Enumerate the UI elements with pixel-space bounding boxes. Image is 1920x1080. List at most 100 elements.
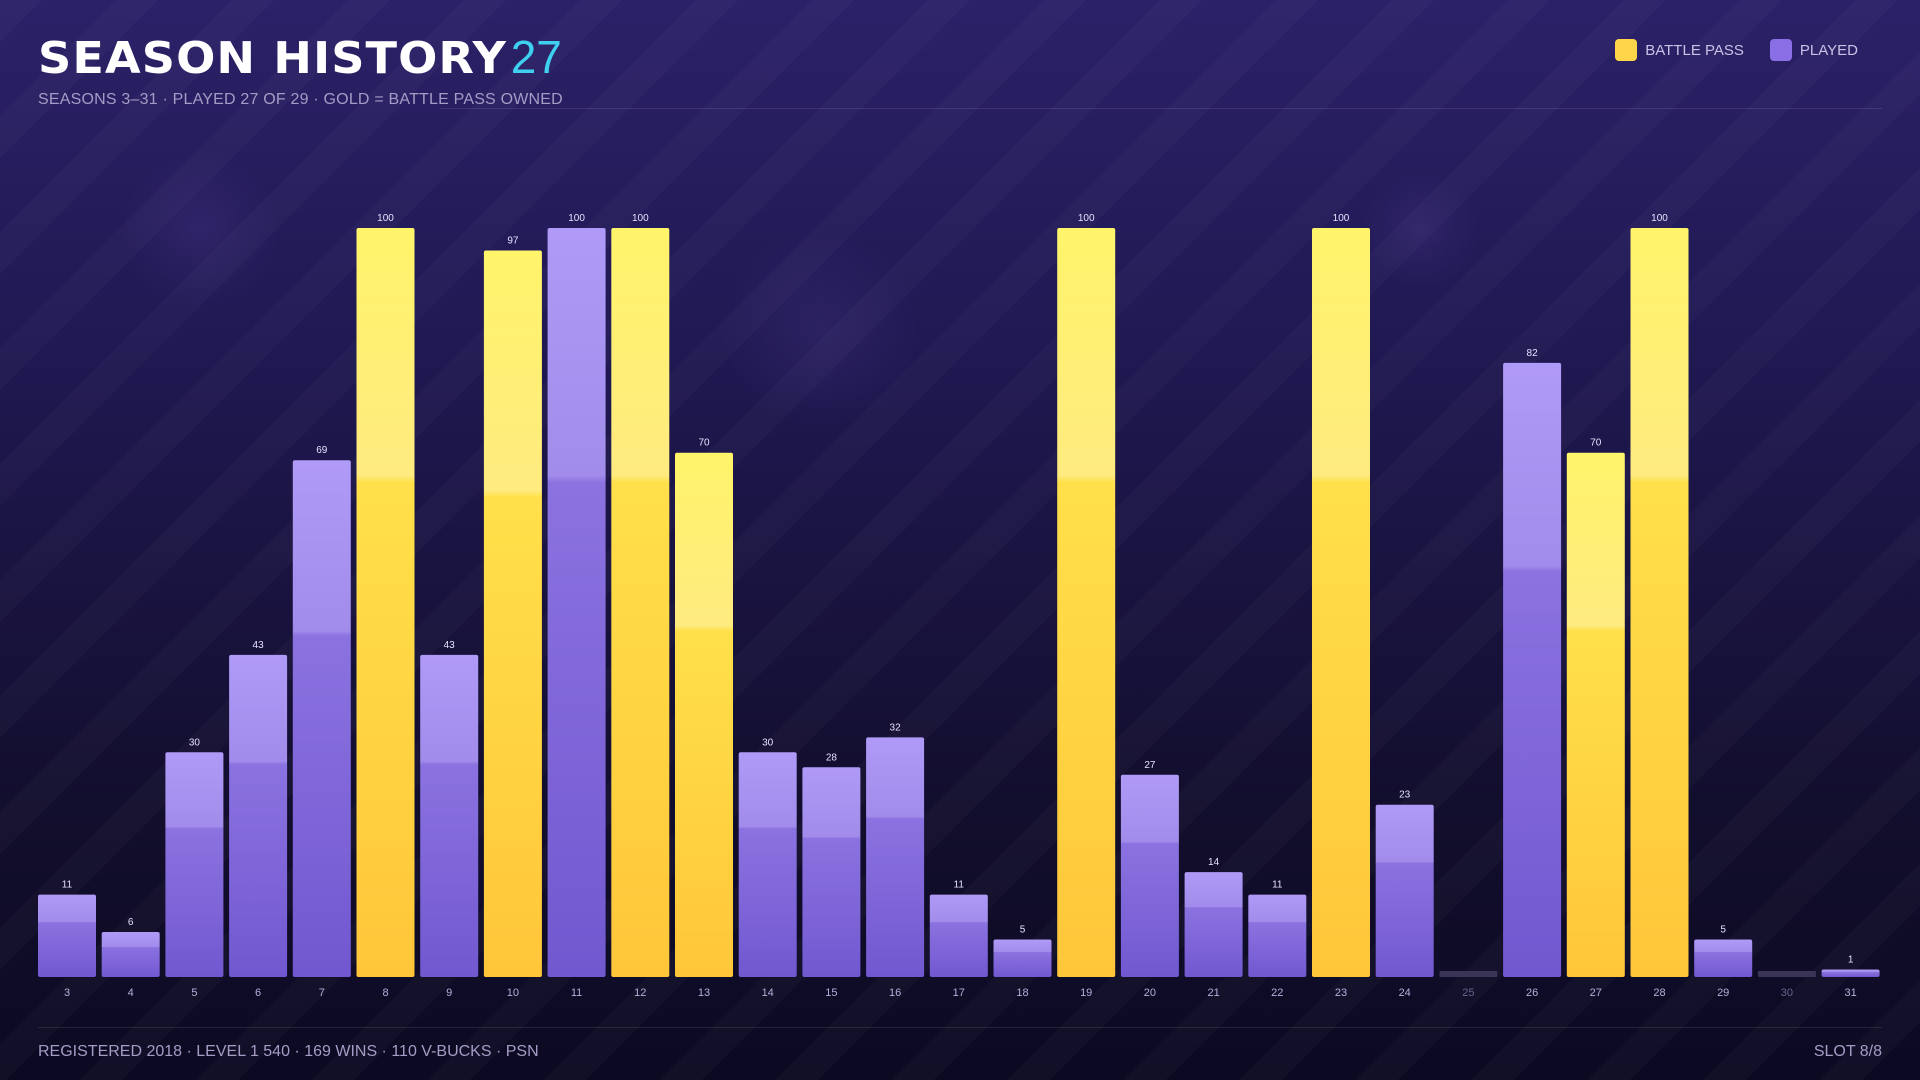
header-title-row: SEASON HISTORY 27 (38, 30, 562, 84)
legend-item-played: PLAYED (1769, 39, 1858, 61)
bar-battle-pass-season-23 (1312, 228, 1370, 977)
bar-played-season-6 (229, 654, 288, 977)
bar-played-season-20 (1120, 774, 1179, 977)
bar-battle-pass-season-10 (483, 250, 542, 978)
bar-played-season-5 (165, 752, 224, 977)
bar-value-label-season-10: 97 (507, 235, 519, 246)
bar-not-played-season-25 (1439, 971, 1498, 977)
bar-value-label-season-14: 30 (762, 737, 774, 748)
bar-battle-pass-season-19 (1057, 228, 1116, 977)
page-title: SEASON HISTORY (38, 33, 508, 84)
x-tick-label-season-13: 13 (698, 987, 710, 999)
x-tick-label-season-7: 7 (319, 987, 325, 999)
bar-value-label-season-6: 43 (253, 640, 265, 651)
legend-label-played: PLAYED (1799, 41, 1858, 59)
bar-battle-pass-season-13 (675, 452, 733, 977)
bar-value-label-season-13: 70 (698, 438, 710, 449)
x-tick-label-season-11: 11 (571, 987, 582, 999)
bar-played-season-31 (1821, 969, 1880, 977)
x-tick-label-season-5: 5 (191, 987, 197, 999)
bar-played-season-22 (1248, 894, 1307, 977)
bar-value-label-season-16: 32 (890, 722, 902, 733)
footer-divider (38, 1027, 1882, 1028)
x-tick-label-season-27: 27 (1590, 987, 1602, 999)
x-tick-label-season-19: 19 (1080, 987, 1092, 999)
profile-summary: REGISTERED 2018 · LEVEL 1 540 · 169 WINS… (38, 1043, 539, 1060)
bar-played-season-17 (929, 894, 988, 977)
x-tick-label-season-6: 6 (255, 987, 261, 999)
bar-battle-pass-season-27 (1566, 452, 1625, 977)
bar-value-label-season-5: 30 (189, 737, 201, 748)
x-tick-label-season-31: 31 (1844, 987, 1856, 999)
bar-played-season-18 (993, 939, 1052, 977)
background-glow (120, 150, 280, 310)
legend-item-battle-pass: BATTLE PASS (1615, 39, 1744, 61)
bar-played-season-24 (1375, 804, 1434, 977)
x-tick-label-season-16: 16 (889, 987, 901, 999)
x-tick-label-season-25: 25 (1462, 987, 1474, 999)
bar-value-label-season-22: 11 (1272, 880, 1283, 891)
played-count: 27 (510, 31, 562, 83)
bar-value-label-season-21: 14 (1208, 857, 1220, 868)
x-tick-label-season-14: 14 (762, 987, 774, 999)
bar-value-label-season-17: 11 (954, 880, 965, 891)
bar-not-played-season-30 (1757, 971, 1816, 977)
background-glow (720, 230, 920, 430)
bar-played-season-9 (420, 654, 479, 977)
x-tick-label-season-26: 26 (1526, 987, 1538, 999)
bar-value-label-season-4: 6 (128, 917, 134, 928)
bar-played-season-26 (1503, 362, 1562, 977)
bar-played-season-3 (38, 894, 96, 977)
bar-value-label-season-12: 100 (632, 213, 649, 224)
x-tick-label-season-20: 20 (1144, 987, 1156, 999)
background-glow (1360, 170, 1480, 290)
bar-value-label-season-20: 27 (1144, 760, 1156, 771)
bar-value-label-season-15: 28 (826, 752, 838, 763)
bar-battle-pass-season-28 (1630, 228, 1689, 977)
x-tick-label-season-18: 18 (1016, 987, 1028, 999)
x-tick-label-season-10: 10 (507, 987, 519, 999)
x-tick-label-season-15: 15 (825, 987, 837, 999)
x-tick-label-season-24: 24 (1399, 987, 1411, 999)
x-tick-label-season-9: 9 (446, 987, 452, 999)
bar-value-label-season-26: 82 (1527, 348, 1539, 359)
bar-played-season-4 (101, 932, 160, 977)
bar-value-label-season-19: 100 (1078, 213, 1095, 224)
bar-played-season-15 (802, 767, 861, 977)
page-subtitle: SEASONS 3–31 · PLAYED 27 OF 29 · GOLD = … (38, 91, 563, 108)
legend-label-battle-pass: BATTLE PASS (1645, 41, 1744, 59)
bar-played-season-14 (738, 752, 797, 977)
slot-indicator: SLOT 8/8 (1813, 1043, 1882, 1060)
bar-battle-pass-season-8 (356, 228, 415, 977)
x-tick-label-season-23: 23 (1335, 987, 1347, 999)
bar-value-label-season-7: 69 (316, 445, 328, 456)
x-tick-label-season-3: 3 (64, 987, 70, 999)
bar-value-label-season-8: 100 (377, 213, 394, 224)
x-tick-label-season-21: 21 (1207, 987, 1219, 999)
bar-value-label-season-28: 100 (1651, 213, 1668, 224)
x-tick-label-season-12: 12 (634, 987, 646, 999)
bar-battle-pass-season-12 (611, 228, 670, 977)
bar-value-label-season-29: 5 (1720, 925, 1726, 936)
x-tick-label-season-17: 17 (953, 987, 965, 999)
bar-played-season-7 (292, 460, 351, 977)
bar-played-season-16 (866, 737, 925, 977)
x-tick-label-season-28: 28 (1653, 987, 1665, 999)
bar-value-label-season-24: 23 (1399, 790, 1411, 801)
bar-value-label-season-18: 5 (1020, 925, 1026, 936)
bar-played-season-29 (1694, 939, 1753, 977)
chart-legend: BATTLE PASS PLAYED (1615, 39, 1858, 61)
bar-played-season-11 (547, 228, 606, 977)
x-tick-label-season-4: 4 (128, 987, 134, 999)
x-tick-label-season-8: 8 (382, 987, 388, 999)
bar-value-label-season-31: 1 (1848, 955, 1854, 966)
header-divider (440, 108, 1882, 109)
bar-value-label-season-9: 43 (444, 640, 456, 651)
x-tick-label-season-29: 29 (1717, 987, 1729, 999)
bar-value-label-season-11: 100 (568, 213, 585, 224)
played-swatch (1769, 39, 1792, 61)
x-tick-label-season-22: 22 (1271, 987, 1283, 999)
battle-pass-swatch (1615, 39, 1638, 61)
